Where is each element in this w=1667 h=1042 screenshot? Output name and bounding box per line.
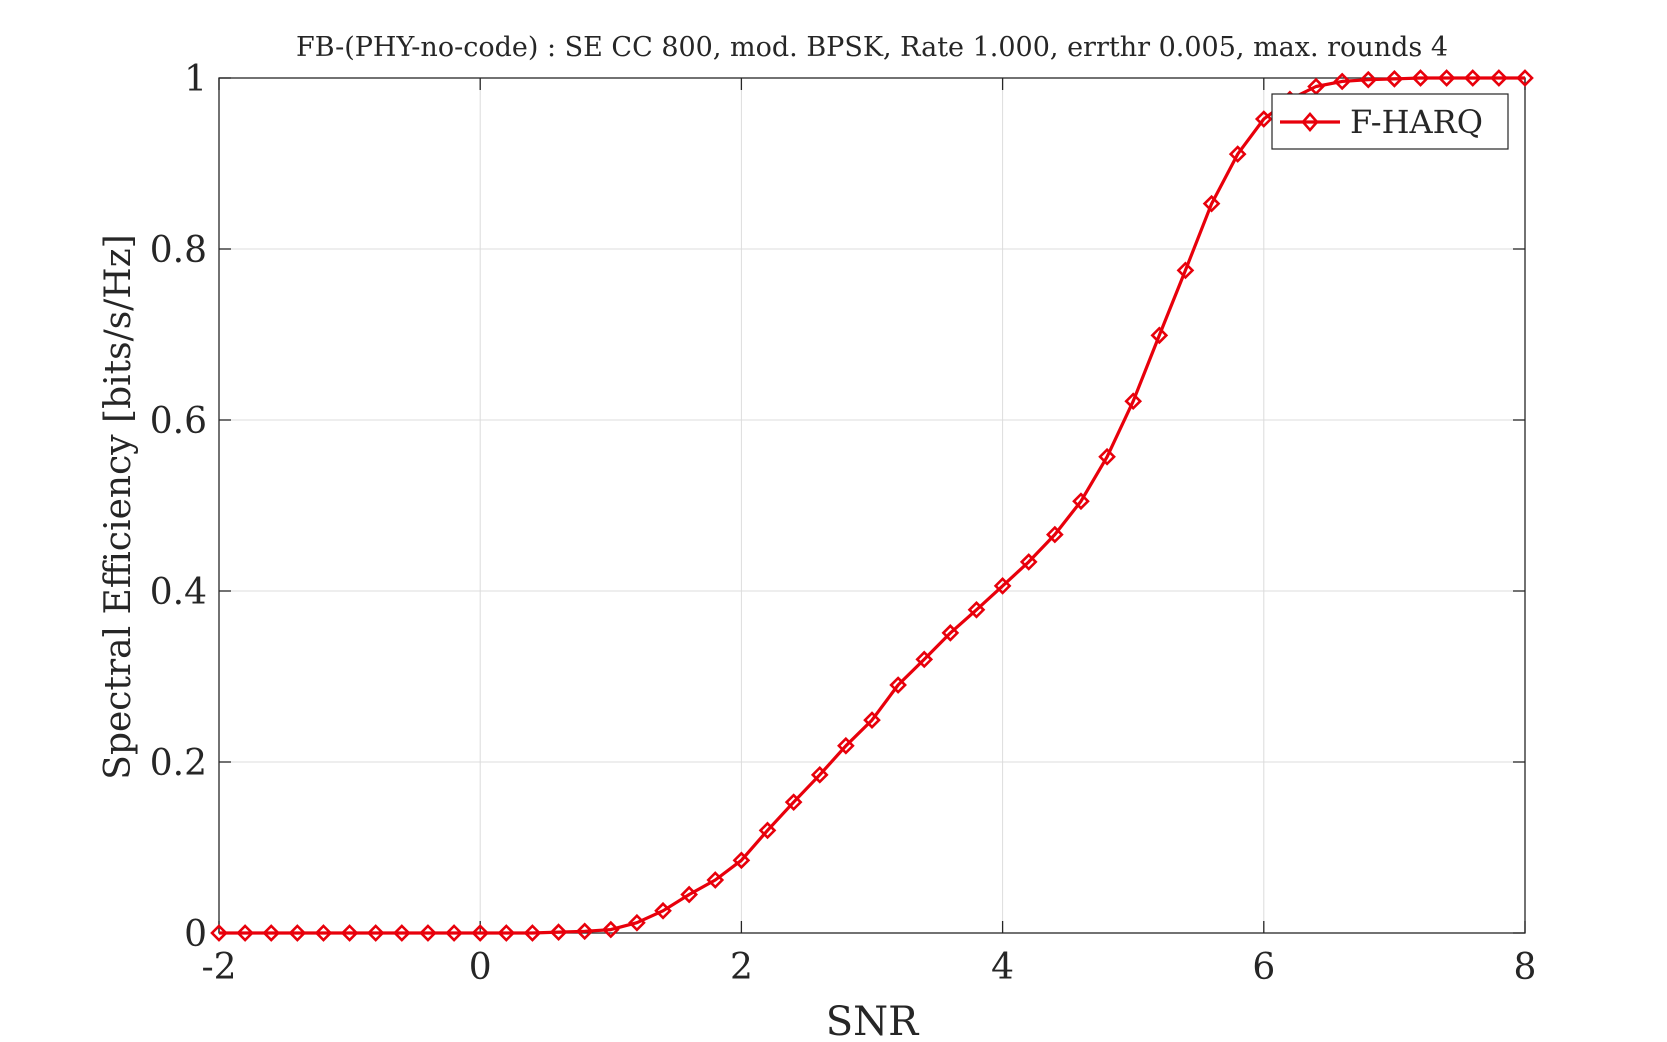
data-point-marker	[1490, 69, 1508, 87]
y-tick-label: 0.4	[150, 572, 207, 613]
x-tick-label: -2	[201, 947, 236, 988]
chart-title: FB-(PHY-no-code) : SE CC 800, mod. BPSK,…	[296, 32, 1448, 63]
data-point-marker	[993, 577, 1012, 595]
y-axis-label: Spectral Efficiency [bits/s/Hz]	[98, 234, 139, 779]
y-tick-label: 0.8	[150, 230, 207, 271]
data-point-marker	[1463, 69, 1482, 87]
data-point-marker	[1098, 447, 1116, 466]
data-point-marker	[210, 924, 228, 942]
data-point-marker	[837, 736, 855, 755]
data-point-marker	[523, 924, 542, 942]
data-point-marker	[1019, 553, 1038, 571]
data-point-marker	[314, 924, 333, 942]
axis-ticks: -2 0 2 4 6 800.20.40.60.81	[150, 59, 1537, 988]
data-point-marker	[601, 920, 620, 939]
data-point-marker	[1411, 69, 1430, 87]
data-point-marker	[1124, 392, 1143, 411]
data-point-marker	[889, 676, 907, 694]
legend: F-HARQ	[1271, 93, 1509, 150]
data-point-marker	[1333, 72, 1351, 91]
x-tick-label: 4	[991, 947, 1014, 988]
data-point-marker	[680, 885, 698, 904]
data-point-marker	[941, 624, 960, 642]
data-point-marker	[1516, 69, 1534, 87]
data-point-marker	[471, 924, 490, 942]
data-point-marker	[654, 901, 672, 920]
data-point-marker	[497, 924, 516, 942]
x-tick-label: 6	[1252, 947, 1275, 988]
data-point-marker	[288, 924, 307, 942]
data-point-marker	[445, 924, 463, 942]
data-point-marker	[863, 711, 881, 729]
x-tick-label: 8	[1514, 947, 1537, 988]
data-point-marker	[1359, 70, 1378, 89]
data-point-marker	[575, 922, 594, 941]
data-point-marker	[236, 924, 254, 942]
data-point-marker	[915, 650, 934, 669]
data-point-marker	[758, 821, 777, 840]
data-point-marker	[340, 924, 359, 942]
y-tick-label: 0	[184, 914, 207, 955]
x-tick-label: 2	[730, 947, 753, 988]
data-point-marker	[1046, 525, 1064, 544]
data-point-marker	[1072, 492, 1090, 511]
data-point-marker	[732, 851, 751, 870]
data-point-marker	[1150, 326, 1169, 345]
data-point-marker	[1385, 70, 1404, 88]
x-axis-label: SNR	[826, 999, 920, 1042]
series-layer	[210, 69, 1534, 942]
data-point-marker	[1176, 261, 1195, 280]
data-point-marker	[1437, 69, 1456, 87]
x-tick-label: 0	[469, 947, 492, 988]
data-point-marker	[419, 924, 437, 942]
plot-area-frame	[218, 77, 1526, 934]
legend-diamond-marker	[1301, 112, 1319, 132]
data-point-marker	[1254, 110, 1273, 128]
data-point-marker	[1202, 194, 1221, 213]
data-point-marker	[967, 600, 986, 619]
data-point-marker	[549, 923, 568, 941]
data-point-marker	[784, 793, 803, 812]
legend-label-f-harq: F-HARQ	[1350, 103, 1483, 141]
data-point-marker	[628, 913, 646, 932]
data-point-marker	[706, 871, 725, 889]
y-tick-label: 0.6	[150, 401, 207, 442]
data-point-marker	[810, 765, 829, 784]
y-tick-label: 1	[184, 59, 207, 100]
data-point-marker	[393, 924, 411, 942]
legend-box	[1271, 93, 1509, 150]
data-point-marker	[1228, 145, 1247, 163]
data-point-marker	[262, 924, 281, 942]
y-tick-label: 0.2	[150, 743, 207, 784]
data-point-marker	[366, 924, 385, 942]
